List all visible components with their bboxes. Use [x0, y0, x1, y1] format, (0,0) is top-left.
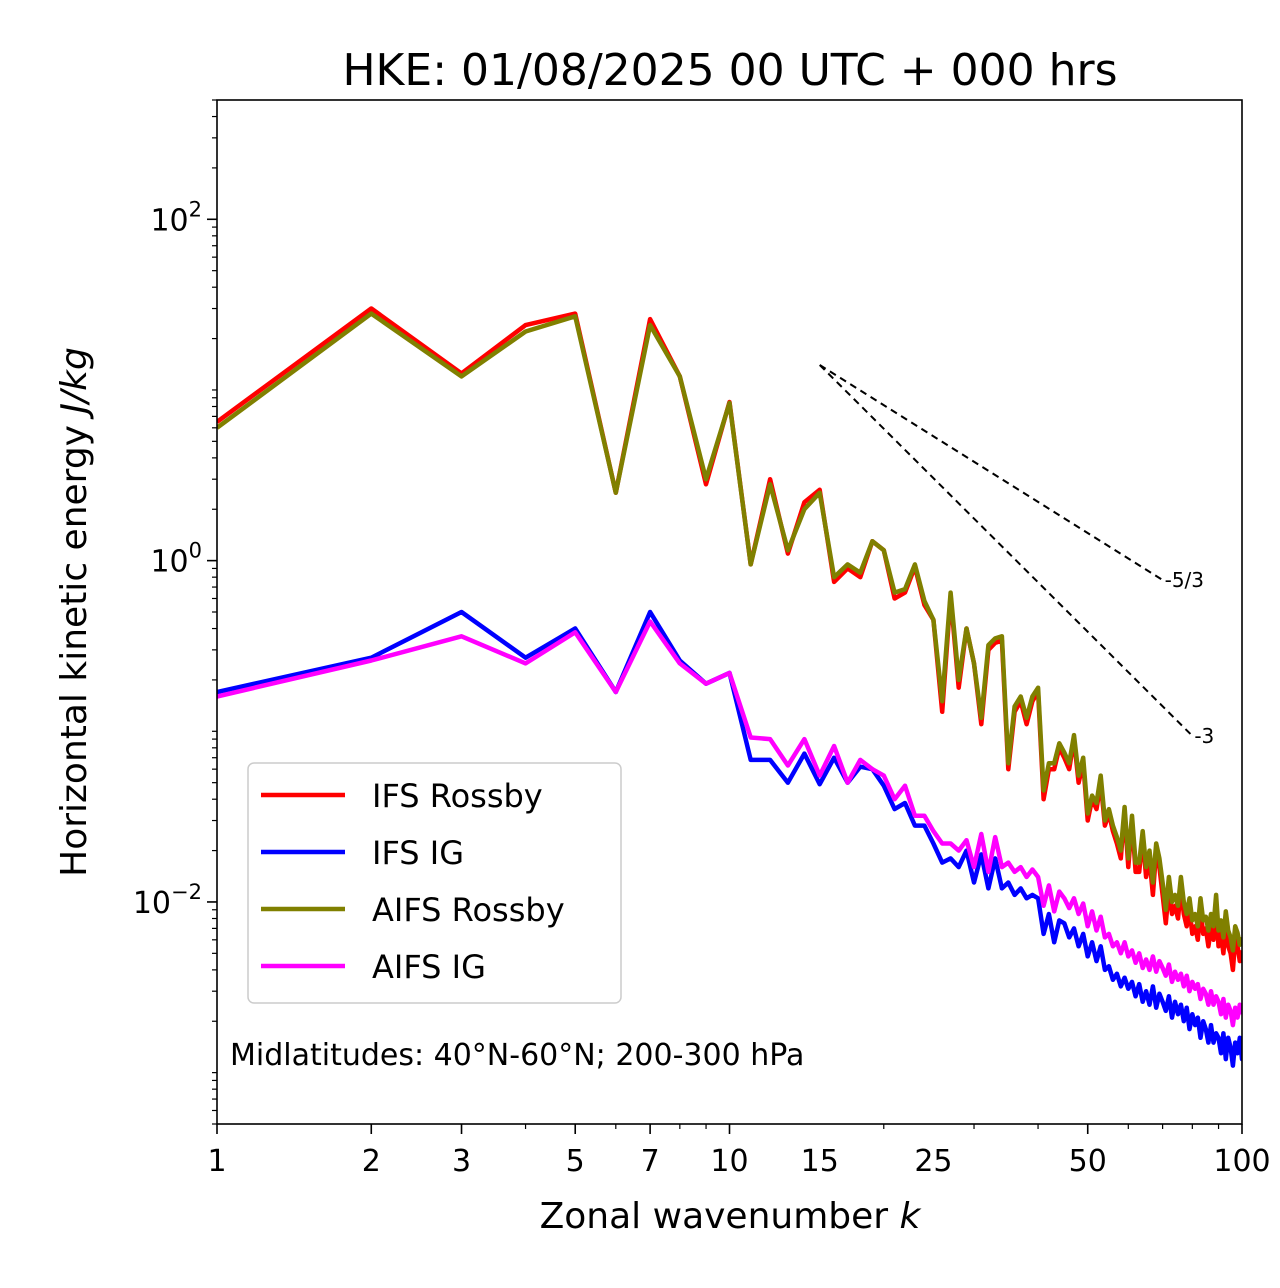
y-tick-label: 100	[150, 539, 202, 580]
x-tick-label: 2	[362, 1144, 381, 1179]
series-layer	[217, 306, 1242, 1068]
slope-label-1: -5/3	[1165, 568, 1204, 592]
x-tick-label: 5	[566, 1144, 585, 1179]
x-tick-label: 100	[1213, 1144, 1270, 1179]
y-axis-label: Horizontal kinetic energy J/kg	[54, 347, 95, 877]
legend-label: AIFS IG	[372, 948, 486, 986]
legend-label: AIFS Rossby	[372, 891, 565, 929]
legend-box	[247, 762, 622, 1004]
series-line-4	[217, 619, 1242, 1028]
chart-title: HKE: 01/08/2025 00 UTC + 000 hrs	[342, 45, 1117, 96]
legend-label: IFS Rossby	[372, 777, 543, 815]
y-axis-ticks: 10−2 100 102	[133, 99, 217, 1125]
series-line-3	[217, 311, 1242, 953]
x-tick-label: 10	[710, 1144, 748, 1179]
y-axis-label-unit: J/kg	[54, 347, 95, 419]
x-tick-label: 7	[641, 1144, 660, 1179]
reference-slopes: -5/3 -3	[819, 364, 1214, 748]
y-axis-label-text: Horizontal kinetic energy	[54, 414, 95, 877]
x-tick-label: 25	[914, 1144, 952, 1179]
x-axis-label-text: Zonal wavenumber	[540, 1196, 900, 1237]
x-tick-label: 50	[1069, 1144, 1107, 1179]
x-axis-label: Zonal wavenumber k	[540, 1196, 923, 1237]
x-axis-label-var: k	[900, 1196, 923, 1237]
slope-line-2	[819, 364, 1194, 737]
slope-label-2: -3	[1194, 724, 1214, 748]
x-tick-label: 15	[801, 1144, 839, 1179]
y-tick-label: 102	[150, 197, 202, 238]
x-tick-label: 3	[452, 1144, 471, 1179]
region-annotation: Midlatitudes: 40°N-60°N; 200-300 hPa	[230, 1038, 804, 1073]
legend: IFS Rossby IFS IG AIFS Rossby AIFS IG	[247, 762, 622, 1004]
slope-line-1	[819, 364, 1164, 581]
x-tick-label: 1	[207, 1144, 226, 1179]
x-axis-ticks: 1 2 3 5 7 10 15 25 50 100	[207, 1124, 1271, 1179]
legend-label: IFS IG	[372, 834, 464, 872]
y-tick-label: 10−2	[133, 880, 202, 921]
